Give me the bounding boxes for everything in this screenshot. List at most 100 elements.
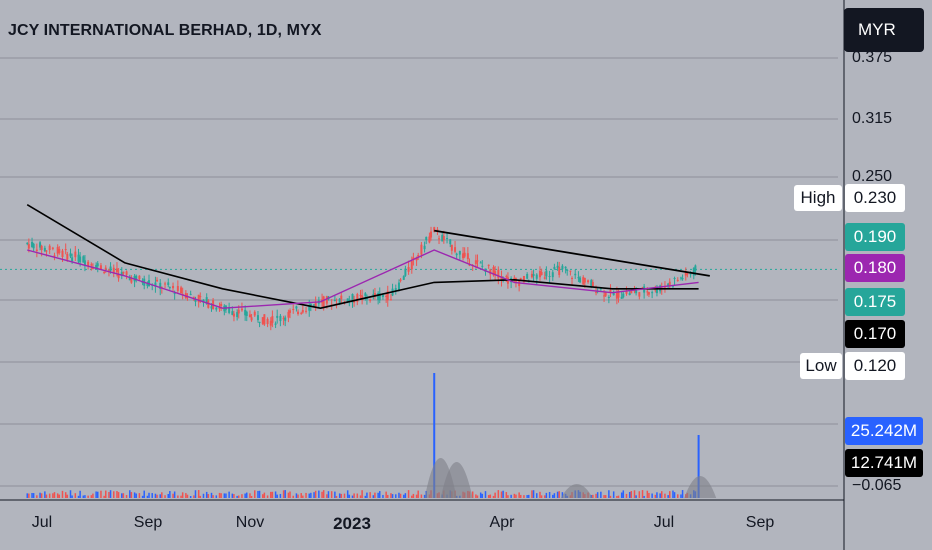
candle-body-151 [412,257,415,260]
candle-body-176 [476,260,479,262]
candle-body-168 [455,253,458,256]
candle-body-131 [361,295,364,301]
currency-selector[interactable]: MYR [844,8,924,52]
volume-bar-130 [359,495,362,498]
candle-body-113 [314,301,317,307]
time-label-sep-2022: Sep [133,514,163,531]
candle-body-98 [276,315,279,318]
candle-body-103 [289,310,292,313]
price-tick-0315: 0.315 [852,110,893,127]
candle-body-210 [564,266,567,269]
high-value-badge: 0.230 [845,184,905,212]
volume-bar-66 [194,490,197,498]
candle-body-190 [513,277,516,280]
candle-body-109 [305,310,308,312]
volume-bar-133 [366,492,368,498]
volume-bar-19 [74,493,77,498]
volume-bar-139 [382,494,384,498]
volume-bar-88 [250,495,253,498]
volume-bar-100 [282,490,285,498]
volume-bar-175 [475,494,477,498]
volume-bar-154 [420,494,423,498]
candle-body-82 [236,312,239,317]
candle-body-29 [99,265,102,270]
candle-body-205 [551,272,554,278]
volume-bar-10 [52,493,54,498]
volume-bar-132 [364,495,367,498]
candle-body-254 [676,279,679,281]
volume-bar-252 [672,490,674,498]
candle-body-235 [628,293,631,295]
volume-bar-183 [494,492,496,498]
volume-bar-79 [228,491,230,498]
volume-bar-177 [479,492,482,498]
volume-bar-153 [417,490,419,498]
volume-bar-109 [305,492,307,498]
candle-body-4 [35,249,38,251]
candle-body-148 [404,268,407,276]
candle-body-102 [287,311,290,318]
candle-body-84 [240,308,243,311]
candle-body-3 [32,243,35,249]
volume-bar-26 [92,493,94,498]
candle-body-139 [381,294,384,297]
volume-bar-176 [476,495,479,498]
volume-bar-232 [620,492,623,498]
volume-bar-137 [377,492,379,498]
candle-body-20 [77,254,80,262]
candle-body-32 [107,269,110,271]
volume-bar-85 [244,493,246,498]
volume-bar-197 [531,490,533,498]
candle-body-14 [61,250,64,258]
volume-bar-149 [407,490,410,498]
volume-bar-45 [141,495,144,498]
candle-body-206 [553,266,556,270]
candle-body-5 [39,242,42,248]
volume-bar-56 [169,491,171,498]
candle-body-229 [612,291,615,296]
volume-bar-185 [500,491,503,498]
volume-bar-84 [241,494,243,498]
candle-body-231 [617,290,620,298]
volume-bar-251 [669,491,671,498]
volume-bar-236 [630,490,633,498]
volume-bar-202 [544,495,546,498]
candle-body-208 [558,266,561,275]
volume-bar-111 [310,492,312,498]
candle-body-117 [325,296,328,304]
volume-bar-206 [553,493,556,498]
volume-bar-50 [154,493,157,498]
volume-bar-141 [387,494,389,498]
candle-body-37 [120,272,123,276]
candle-body-87 [248,314,251,318]
candle-body-92 [261,317,264,324]
volume-bar-140 [385,491,387,498]
candle-body-54 [164,283,167,285]
volume-bar-82 [236,495,238,498]
candle-body-96 [271,316,274,323]
volume-spike-1 [697,435,700,498]
candle-body-19 [74,251,77,258]
volume-bar-192 [518,492,520,498]
volume-bar-98 [276,494,278,498]
volume-bar-222 [595,493,597,498]
candle-body-111 [309,303,312,306]
candle-body-164 [446,238,449,240]
volume-bar-81 [233,494,235,498]
volume-bar-35 [116,491,118,498]
candle-body-159 [433,227,436,232]
volume-bar-20 [77,495,80,498]
volume-bar-146 [399,493,402,498]
candle-body-108 [301,310,304,313]
candle-body-1 [27,244,30,249]
candle-body-91 [258,321,261,323]
candle-body-22 [82,256,85,263]
candle-body-30 [103,272,106,274]
candle-body-197 [530,273,533,278]
volume-bar-125 [346,490,349,498]
volume-bar-76 [220,493,222,498]
volume-bar-136 [374,492,376,498]
volume-bar-249 [664,493,666,498]
volume-bar-200 [539,491,541,498]
